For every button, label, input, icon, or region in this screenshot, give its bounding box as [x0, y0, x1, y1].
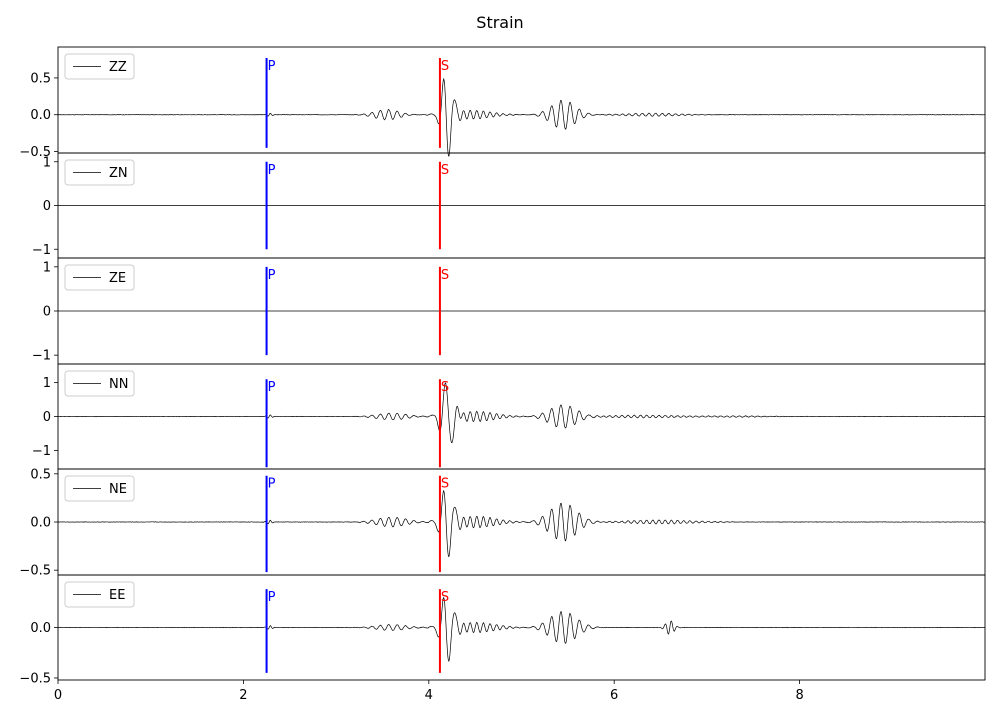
s-arrival-label: S — [441, 163, 449, 178]
s-arrival-label: S — [441, 477, 449, 492]
y-tick-label: 1 — [43, 260, 51, 275]
figure-title: Strain — [476, 13, 523, 32]
trace-zz — [57, 77, 986, 157]
y-tick-label: −0.5 — [19, 564, 51, 579]
p-arrival-label: P — [268, 163, 276, 178]
y-tick-label: −1 — [32, 349, 51, 364]
legend-label: EE — [109, 588, 125, 603]
y-tick-label: 0.0 — [30, 108, 51, 123]
legend-label: NE — [109, 482, 127, 497]
legend-label: ZZ — [109, 60, 127, 75]
y-tick-label: 1 — [43, 155, 51, 170]
y-tick-label: 0.0 — [30, 516, 51, 531]
panel-ee: P S −0.5 0.0 EE — [19, 574, 986, 686]
y-tick-label: −1 — [32, 243, 51, 258]
y-tick-label: 0 — [43, 410, 51, 425]
y-tick-label: 0.5 — [30, 467, 51, 482]
x-tick-label: 2 — [239, 688, 247, 703]
trace-ee — [57, 596, 986, 663]
p-arrival-label: P — [268, 59, 276, 74]
x-tick-label: 8 — [795, 688, 803, 703]
s-arrival-label: S — [441, 380, 449, 395]
y-tick-label: 0 — [43, 199, 51, 214]
y-tick-label: 0.5 — [30, 71, 51, 86]
panel-nn: P S −1 0 1 NN — [32, 363, 986, 470]
panel-frame — [57, 574, 986, 681]
s-arrival-label: S — [441, 59, 449, 74]
x-tick-label: 4 — [425, 688, 433, 703]
p-arrival-label: P — [268, 477, 276, 492]
y-tick-label: 0 — [43, 305, 51, 320]
p-arrival-label: P — [268, 380, 276, 395]
y-tick-label: 1 — [43, 376, 51, 391]
y-tick-label: −0.5 — [19, 671, 51, 686]
y-tick-label: 0.0 — [30, 621, 51, 636]
p-arrival-label: P — [268, 590, 276, 605]
p-arrival-label: P — [268, 268, 276, 283]
s-arrival-label: S — [441, 590, 449, 605]
y-tick-label: −0.5 — [19, 145, 51, 160]
y-tick-label: −1 — [32, 444, 51, 459]
x-tick-label: 6 — [610, 688, 618, 703]
x-tick-label: 0 — [54, 688, 62, 703]
legend-label: NN — [109, 377, 128, 392]
legend-label: ZE — [109, 271, 126, 286]
legend-label: ZN — [109, 166, 128, 181]
panels: P S −0.5 0.0 0.5 ZZ P S −1 0 1 ZN P S −1 0 1 ZE P S −1 0 1 NN P S… — [19, 46, 986, 686]
s-arrival-label: S — [441, 268, 449, 283]
x-axis: 0 2 4 6 8 — [54, 680, 804, 703]
trace-ne — [57, 489, 986, 558]
panel-ne: P S −0.5 0.0 0.5 NE — [19, 467, 986, 579]
trace-nn — [57, 382, 986, 444]
